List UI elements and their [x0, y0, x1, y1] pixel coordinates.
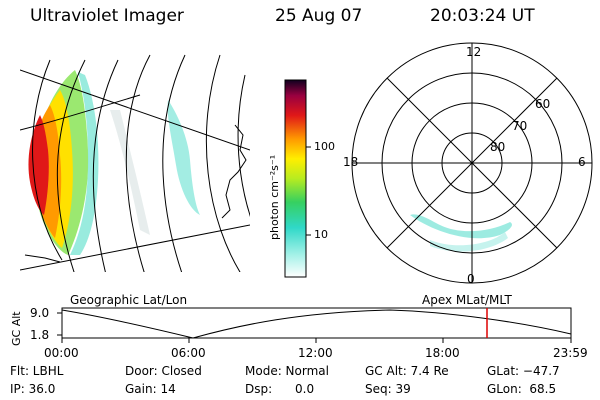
info-gcalt: GC Alt: 7.4 Re [365, 364, 449, 378]
colorbar-tick-10: 10 [314, 228, 328, 241]
info-glat: GLat: −47.7 [487, 364, 560, 378]
instrument-title: Ultraviolet Imager [30, 6, 184, 26]
orbit-xtick-4: 23:59 [553, 346, 588, 360]
info-mode: Mode: Normal [245, 364, 329, 378]
geo-grid [20, 54, 250, 272]
orbit-xtick-0: 00:00 [44, 346, 79, 360]
coastline-2 [24, 254, 61, 263]
colorbar [284, 79, 307, 278]
orbit-axis-title: GC Alt [10, 311, 23, 346]
emission-red [28, 115, 49, 215]
polar-label-0: 0 [467, 272, 475, 286]
orbit-xtick-2: 12:00 [298, 346, 333, 360]
info-ip: IP: 36.0 [10, 382, 56, 396]
colorbar-tick-100: 100 [314, 140, 335, 153]
polar-label-6: 6 [578, 155, 586, 169]
polar-emission-2 [430, 232, 508, 252]
polar-label-12: 12 [466, 45, 482, 59]
orbit-right-label: Apex MLat/MLT [422, 293, 512, 307]
coastline [221, 124, 247, 219]
info-flt: Flt: LBHL [10, 364, 64, 378]
date-label: 25 Aug 07 [275, 6, 363, 26]
emission-cyan-band [70, 72, 99, 255]
info-door: Door: Closed [125, 364, 202, 378]
info-dsp: Dsp: 0.0 [245, 382, 315, 396]
orbit-xtick-1: 06:00 [171, 346, 206, 360]
polar-lat-80: 80 [490, 140, 506, 154]
info-glon: GLon: 68.5 [487, 382, 557, 396]
polar-lat-60: 60 [535, 97, 551, 111]
time-label: 20:03:24 UT [430, 6, 535, 26]
orbit-ytick-9: 9.0 [30, 306, 50, 320]
orbit-plot-frame [61, 307, 572, 339]
info-seq: Seq: 39 [365, 382, 411, 396]
orbit-xtick-3: 18:00 [425, 346, 460, 360]
polar-lat-70: 70 [512, 119, 528, 133]
polar-emission [410, 214, 512, 239]
polar-plot [351, 42, 593, 284]
emission-faint-1 [110, 110, 150, 235]
polar-label-18: 18 [343, 155, 359, 169]
emission-cyan-patch [167, 100, 200, 215]
colorbar-unit: photon cm⁻²s⁻¹ [268, 154, 281, 240]
orbit-ticks [57, 312, 572, 343]
orbit-left-label: Geographic Lat/Lon [70, 293, 188, 307]
orbit-ytick-1-8: 1.8 [30, 328, 50, 342]
info-gain: Gain: 14 [125, 382, 176, 396]
orbit-altitude-curve [61, 309, 572, 339]
